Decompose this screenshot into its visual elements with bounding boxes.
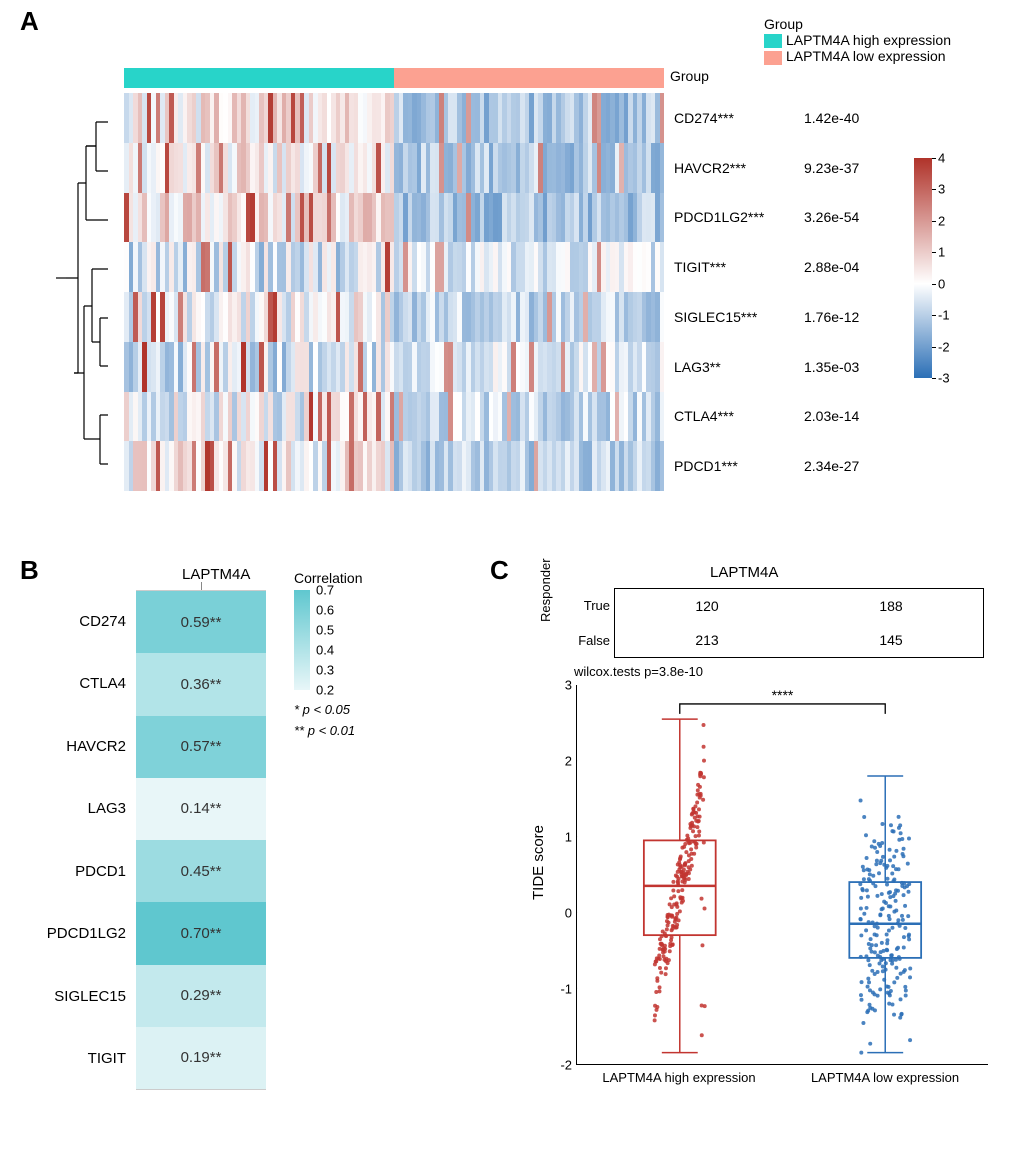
responder-table: 120 188 213 145 [614,588,984,658]
correlation-cell: 0.29** [136,965,266,1027]
correlation-footnote-1: * p < 0.05 [294,702,362,717]
colorbar-tick: -3 [938,371,950,386]
panel-a: Group CD274***HAVCR2***PDCD1LG2***TIGIT*… [34,8,994,518]
correlation-cell: 0.14** [136,778,266,840]
heatmap-row-pvalue: 2.03e-14 [804,392,894,442]
correlation-row-label: SIGLEC15 [34,965,132,1028]
heatmap-row-label: CTLA4*** [674,392,804,442]
heatmap-row-pvalue: 1.35e-03 [804,342,894,392]
responder-row-label-false: False [560,623,614,658]
correlation-colorbar-tick: 0.4 [316,643,334,658]
correlation-column: 0.59**0.36**0.57**0.14**0.45**0.70**0.29… [136,590,266,1090]
tide-ytick: -1 [560,982,572,997]
colorbar-tick: -1 [938,308,950,323]
colorbar-tick: 2 [938,213,945,228]
tide-ytick: 2 [565,754,572,769]
correlation-colorbar-tick: 0.3 [316,663,334,678]
correlation-axis-tick [201,582,202,590]
tide-ytick: -2 [560,1058,572,1073]
tide-yticks: -2-10123 [546,685,572,1065]
tide-ytick: 0 [565,906,572,921]
heatmap-row-pvalue: 1.42e-40 [804,93,894,143]
correlation-colorbar-tick: 0.2 [316,683,334,698]
group-bar-label: Group [670,68,709,84]
heatmap-row-label: LAG3** [674,342,804,392]
heatmap-row-label: SIGLEC15*** [674,292,804,342]
correlation-cell: 0.45** [136,840,266,902]
heatmap-row-label: PDCD1LG2*** [674,193,804,243]
colorbar-tick: 3 [938,182,945,197]
heatmap-row-label: HAVCR2*** [674,143,804,193]
responder-cell-0-1: 188 [799,589,983,623]
colorbar-tick: 4 [938,151,945,166]
heatmap-dendrogram [48,98,118,488]
correlation-cell: 0.19** [136,1027,266,1089]
heatmap-row-label: CD274*** [674,93,804,143]
correlation-colorbar-tick: 0.7 [316,583,334,598]
group-annotation-bar [124,68,664,88]
correlation-row-labels: CD274CTLA4HAVCR2LAG3PDCD1PDCD1LG2SIGLEC1… [34,590,132,1090]
heatmap-row-labels: CD274***HAVCR2***PDCD1LG2***TIGIT***SIGL… [674,93,804,491]
responder-cell-1-1: 145 [799,623,983,657]
heatmap-row-pvalue: 1.76e-12 [804,292,894,342]
group-legend-item-low: LAPTM4A low expression [764,48,951,64]
correlation-cell: 0.57** [136,716,266,778]
colorbar-tick: -2 [938,339,950,354]
tide-xticks: LAPTM4A high expression LAPTM4A low expr… [576,1070,988,1085]
tide-xtick-high: LAPTM4A high expression [576,1070,782,1085]
svg-text:****: **** [772,687,794,703]
responder-ylabel: Responder [538,558,553,622]
heatmap-row-label: TIGIT*** [674,242,804,292]
tide-ytick: 1 [565,830,572,845]
responder-row-label-true: True [560,588,614,623]
group-legend-title: Group [764,16,951,32]
correlation-row-label: HAVCR2 [34,715,132,778]
panel-b: LAPTM4A CD274CTLA4HAVCR2LAG3PDCD1PDCD1LG… [34,560,474,1120]
correlation-row-label: CTLA4 [34,653,132,716]
tide-ytick: 3 [565,678,572,693]
correlation-footnote-2: ** p < 0.01 [294,723,362,738]
heatmap-row-pvalue: 2.34e-27 [804,441,894,491]
responder-cell-1-0: 213 [615,623,799,657]
heatmap-colorbar: 43210-1-2-3 [914,158,932,378]
correlation-cell: 0.36** [136,653,266,715]
wilcox-text: wilcox.tests p=3.8e-10 [574,664,703,679]
group-legend: Group LAPTM4A high expression LAPTM4A lo… [764,16,951,65]
colorbar-tick: 0 [938,276,945,291]
correlation-row-label: CD274 [34,590,132,653]
correlation-row-label: LAG3 [34,778,132,841]
heatmap-row-label: PDCD1*** [674,441,804,491]
heatmap-row-pvalue: 2.88e-04 [804,242,894,292]
correlation-colorbar-tick: 0.5 [316,623,334,638]
panel-c: LAPTM4A Responder True False 120 188 213… [500,560,1000,1130]
responder-row-labels: True False [560,588,614,658]
heatmap-row-pvalue: 3.26e-54 [804,193,894,243]
heatmap-row-pvalue: 9.23e-37 [804,143,894,193]
correlation-row-label: PDCD1 [34,840,132,903]
correlation-column-title: LAPTM4A [182,566,250,583]
heatmap-body [124,93,664,491]
heatmap-row-pvalues: 1.42e-409.23e-373.26e-542.88e-041.76e-12… [804,93,894,491]
correlation-row-label: PDCD1LG2 [34,903,132,966]
boxplot-title: LAPTM4A [710,564,778,581]
tide-boxplot: **** [576,685,988,1065]
correlation-row-label: TIGIT [34,1028,132,1091]
tide-xtick-low: LAPTM4A low expression [782,1070,988,1085]
correlation-cell: 0.70** [136,902,266,964]
correlation-colorbar-tick: 0.6 [316,603,334,618]
tide-ylabel: TIDE score [530,825,547,900]
correlation-cell: 0.59** [136,591,266,653]
responder-cell-0-0: 120 [615,589,799,623]
group-legend-item-high: LAPTM4A high expression [764,32,951,48]
correlation-legend: Correlation 0.70.60.50.40.30.2 * p < 0.0… [294,570,362,738]
colorbar-tick: 1 [938,245,945,260]
